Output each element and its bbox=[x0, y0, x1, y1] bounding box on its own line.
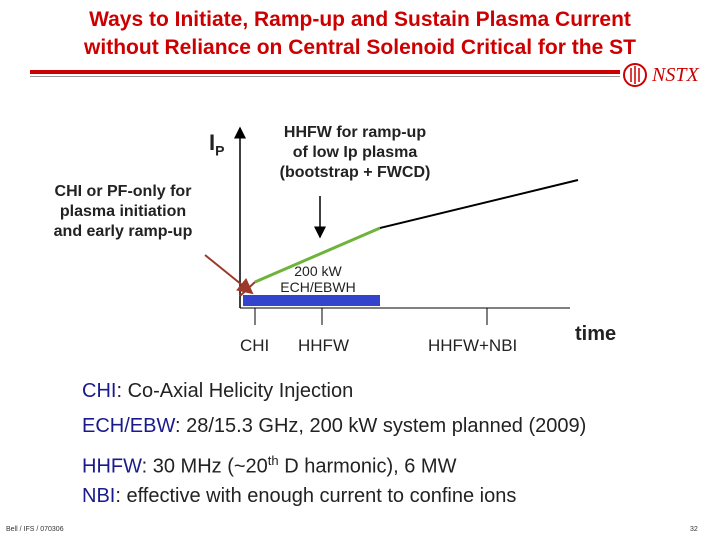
tick-label-hhfw: HHFW bbox=[298, 336, 349, 355]
footer-citation: Bell / IFS / 070306 bbox=[6, 526, 64, 533]
definitions-list: CHI: Co-Axial Helicity Injection ECH/EBW… bbox=[82, 378, 586, 518]
title-line-1: Ways to Initiate, Ramp-up and Sustain Pl… bbox=[89, 8, 631, 31]
ech-label: 200 kW ECH/EBWH bbox=[280, 263, 356, 295]
definition-nbi: NBI: effective with enough current to co… bbox=[82, 485, 517, 507]
nstx-emblem-icon bbox=[623, 63, 647, 87]
tick-label-chi: CHI bbox=[240, 336, 270, 355]
definition-chi: CHI: Co-Axial Helicity Injection bbox=[82, 380, 354, 402]
title-underline-thin bbox=[30, 76, 620, 77]
sustain-line bbox=[379, 179, 579, 229]
hhfw-ramp-line bbox=[254, 226, 381, 284]
hhfw-rampup-label: HHFW for ramp-up of low Ip plasma (boots… bbox=[279, 124, 431, 181]
chi-arrow bbox=[204, 254, 254, 295]
title-line-2: without Reliance on Central Solenoid Cri… bbox=[84, 36, 636, 59]
x-axis-label: time bbox=[575, 323, 617, 345]
nstx-logo: NSTX bbox=[622, 62, 714, 88]
slide-title: Ways to Initiate, Ramp-up and Sustain Pl… bbox=[0, 6, 720, 62]
chi-initiation-label: CHI or PF-only for plasma initiation and… bbox=[53, 183, 193, 240]
nstx-logo-text: NSTX bbox=[652, 64, 699, 86]
title-underline bbox=[30, 70, 620, 74]
definition-hhfw: HHFW: 30 MHz (~20th D harmonic), 6 MW bbox=[82, 453, 457, 478]
ech-bar bbox=[243, 295, 380, 306]
page-number: 32 bbox=[690, 526, 698, 533]
y-axis-label: IP bbox=[209, 130, 225, 159]
definition-ech: ECH/EBW: 28/15.3 GHz, 200 kW system plan… bbox=[82, 415, 587, 437]
tick-label-hhfw-nbi: HHFW+NBI bbox=[428, 336, 518, 355]
